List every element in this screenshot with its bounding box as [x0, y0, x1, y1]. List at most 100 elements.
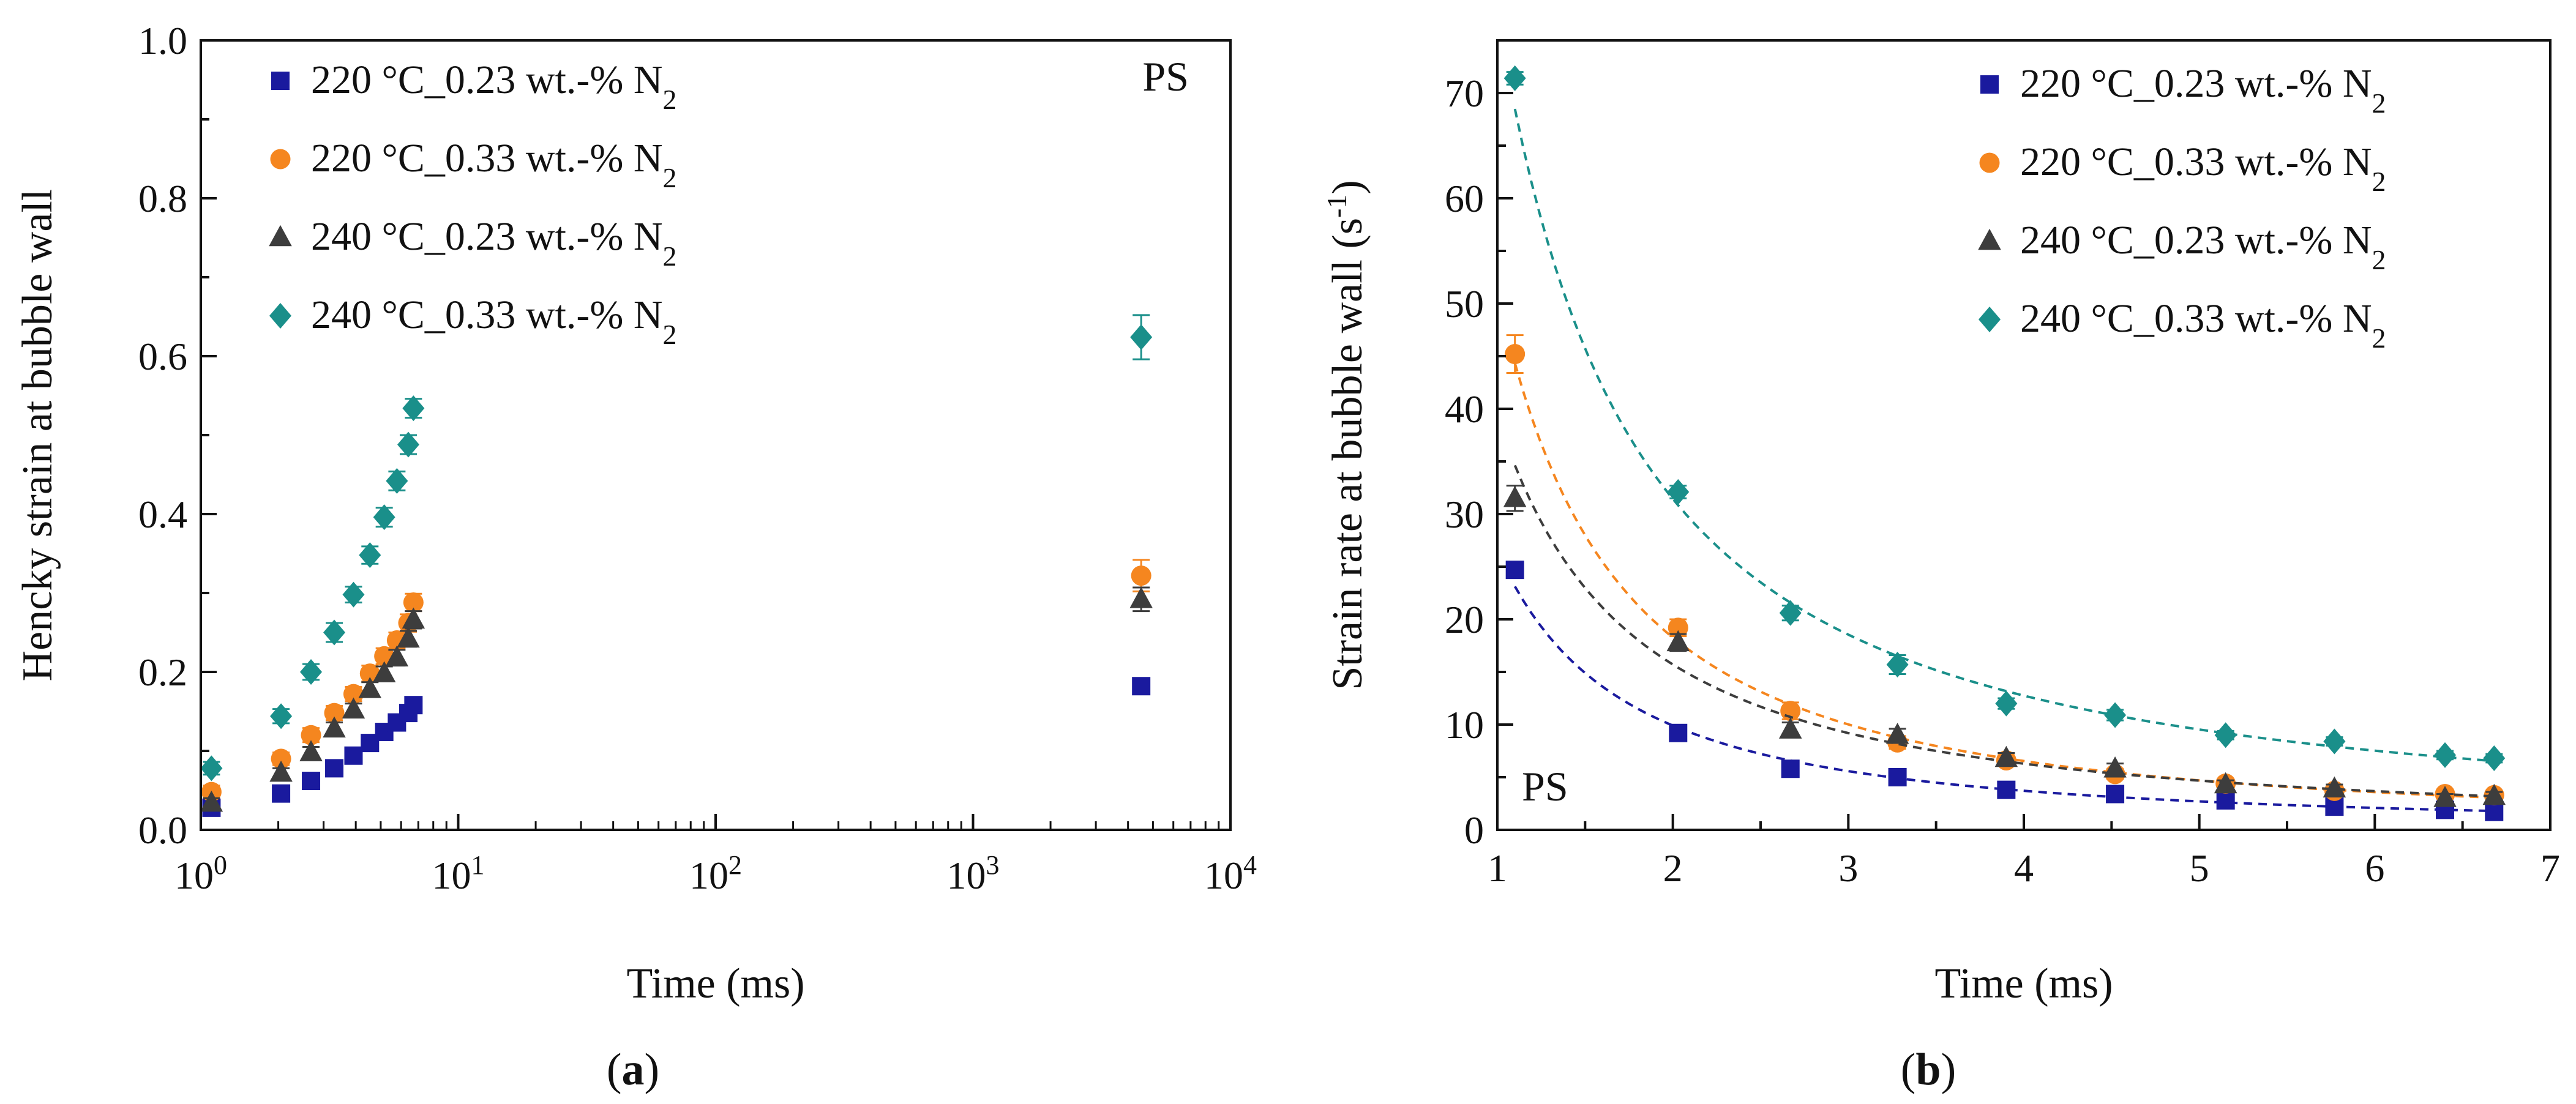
b-legend-label-0: 220 °C_0.23 wt.-% N2 [2020, 61, 2386, 119]
a-series-1-point-10 [1131, 565, 1151, 586]
b-series-3 [1503, 65, 2506, 772]
a-legend-label-0: 220 °C_0.23 wt.-% N2 [311, 58, 677, 115]
a-legend-marker-2 [269, 225, 292, 247]
b-series-3-point-3 [1886, 651, 1909, 677]
a-series-3-point-1 [270, 703, 293, 729]
b-x-tick-label-0: 1 [1488, 846, 1507, 890]
a-series-3-point-9 [402, 395, 425, 422]
panel-b-y-axis-label: Strain rate at bubble wall (s-1) [1321, 180, 1372, 690]
b-y-tick-label-3: 30 [1445, 493, 1484, 536]
b-series-2-point-0 [1503, 485, 1527, 507]
panel-b-label: (b) [1901, 1045, 1956, 1095]
b-series-3-point-6 [2214, 722, 2237, 748]
panel-a-y-axis-label: Hencky strain at bubble wall [14, 189, 61, 682]
a-series-3-point-4 [342, 581, 365, 608]
b-legend-marker-3 [1979, 307, 2001, 332]
a-series-1-point-1 [271, 748, 291, 769]
b-series-2-point-2 [1778, 717, 1802, 739]
a-series-3-point-7 [386, 468, 408, 494]
a-series-2-point-9 [402, 607, 425, 629]
b-series-2-point-6 [2214, 772, 2237, 794]
a-series-3-point-5 [359, 542, 381, 569]
b-series-2-point-5 [2103, 756, 2127, 778]
a-series-2-point-1 [269, 760, 293, 782]
b-series-3-point-7 [2323, 728, 2346, 755]
a-series-1-point-3 [324, 703, 345, 723]
b-legend-label-1: 220 °C_0.33 wt.-% N2 [2020, 140, 2386, 197]
panel-b-ps-annotation: PS [1522, 763, 1568, 810]
panel-a-legend: 220 °C_0.23 wt.-% N2 220 °C_0.33 wt.-% N2… [269, 58, 677, 350]
a-series-1-point-9 [403, 592, 424, 613]
a-series-0-point-4 [344, 746, 363, 765]
b-series-2-point-7 [2323, 776, 2346, 798]
a-series-3 [200, 314, 1153, 781]
a-y-tick-label-4: 0.8 [138, 177, 187, 220]
b-series-0-point-6 [2216, 791, 2235, 810]
a-x-tick-label-1: 101 [432, 850, 485, 898]
b-series-3-point-9 [2483, 745, 2506, 772]
a-legend-marker-1 [270, 149, 291, 170]
b-series-3-point-4 [1995, 690, 2018, 717]
b-series-3-point-0 [1503, 65, 1526, 91]
b-x-tick-label-3: 4 [2014, 846, 2034, 890]
a-series-0-point-9 [404, 696, 423, 715]
b-x-tick-label-1: 2 [1663, 846, 1683, 890]
a-legend-marker-3 [269, 303, 291, 329]
b-y-tick-label-2: 20 [1445, 598, 1484, 641]
a-series-3-point-8 [397, 431, 419, 458]
panel-a-plot-marks [200, 314, 1153, 817]
a-series-3-point-0 [200, 755, 223, 781]
b-series-0-point-9 [2485, 802, 2504, 821]
b-series-2-point-1 [1666, 630, 1690, 652]
b-x-tick-label-5: 6 [2365, 846, 2384, 890]
a-series-2-point-0 [200, 790, 223, 812]
a-y-tick-label-0: 0.0 [138, 808, 187, 852]
a-series-3-point-3 [323, 619, 346, 646]
b-series-2-point-9 [2482, 783, 2506, 805]
b-series-0-point-3 [1888, 768, 1907, 786]
panel-b-plot-marks [1503, 65, 2506, 821]
a-series-2-point-2 [299, 740, 323, 761]
panel-a-ps-annotation: PS [1142, 53, 1189, 100]
b-series-0-point-0 [1505, 561, 1524, 580]
b-y-tick-label-4: 40 [1445, 387, 1484, 431]
b-series-1-point-1 [1668, 617, 1688, 638]
panel-a-hencky-strain-chart: 0.0 0.2 0.4 0.6 0.8 1.0 100 101 102 103 104 Time (… [14, 19, 1257, 1095]
a-series-2-point-8 [397, 626, 420, 648]
b-y-tick-label-7: 70 [1445, 72, 1484, 115]
b-x-tick-label-2: 3 [1838, 846, 1858, 890]
b-series-0-point-1 [1669, 723, 1688, 742]
panel-b-legend: 220 °C_0.23 wt.-% N2 220 °C_0.33 wt.-% N2… [1978, 61, 2386, 354]
b-series-3-point-5 [2104, 702, 2127, 728]
b-y-tick-label-1: 10 [1445, 703, 1484, 747]
b-series-0-point-5 [2106, 785, 2125, 804]
a-series-0-point-10 [1132, 677, 1151, 696]
b-series-2-point-8 [2433, 786, 2457, 807]
a-series-2-point-3 [323, 716, 346, 738]
a-x-tick-label-0: 100 [174, 850, 227, 898]
b-y-tick-label-6: 60 [1445, 177, 1484, 220]
panel-b-x-axis-label: Time (ms) [1934, 960, 2113, 1007]
a-legend-label-3: 240 °C_0.33 wt.-% N2 [311, 293, 677, 350]
a-series-0-point-3 [325, 759, 344, 778]
a-legend-marker-0 [271, 72, 290, 90]
a-series-0-point-1 [272, 784, 291, 803]
a-y-tick-label-1: 0.2 [138, 651, 187, 694]
b-series-1-point-0 [1505, 344, 1526, 365]
a-series-3-point-10 [1130, 324, 1153, 351]
a-legend-label-1: 220 °C_0.33 wt.-% N2 [311, 136, 677, 193]
a-x-tick-label-3: 103 [947, 850, 1000, 898]
b-x-tick-label-4: 5 [2190, 846, 2209, 890]
a-y-tick-label-2: 0.4 [138, 493, 187, 536]
panel-a-x-axis-label: Time (ms) [626, 960, 804, 1007]
a-series-3-point-6 [373, 504, 395, 531]
b-y-tick-label-5: 50 [1445, 282, 1484, 326]
a-series-0 [202, 677, 1151, 817]
panel-a-axis-ticks: 0.0 0.2 0.4 0.6 0.8 1.0 100 101 102 103 104 [138, 19, 1257, 897]
panel-b-strain-rate-chart: 0 10 20 30 40 50 60 70 1 2 3 4 5 6 7 Time (ms) Strain … [1321, 39, 2560, 1095]
panel-b-axis-ticks: 0 10 20 30 40 50 60 70 1 2 3 4 5 6 7 [1445, 39, 2560, 890]
b-series-2-point-4 [1994, 745, 2018, 767]
a-series-1-point-2 [301, 725, 321, 745]
a-y-tick-label-5: 1.0 [138, 19, 187, 62]
